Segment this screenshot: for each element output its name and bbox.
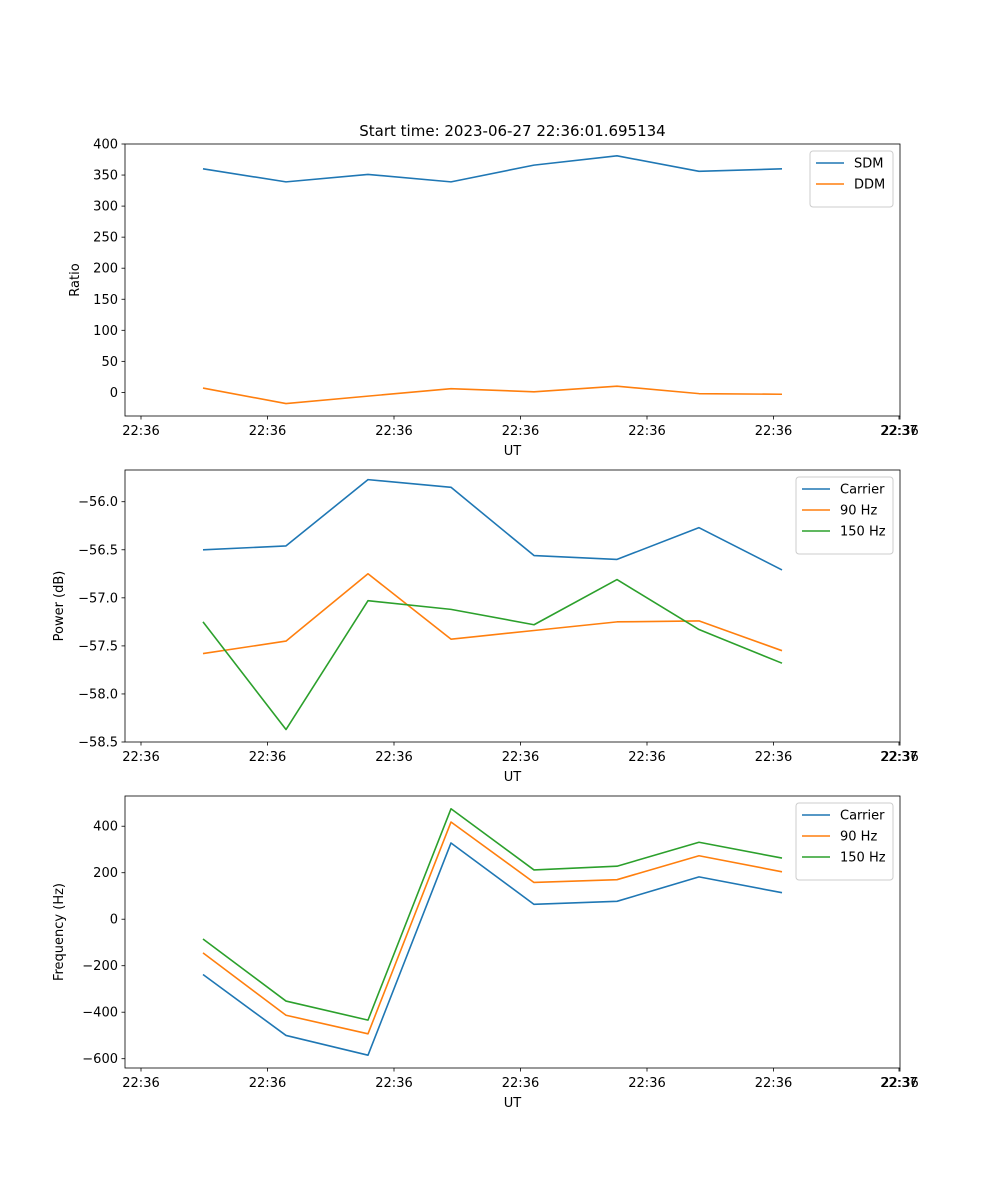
x-tick-label: 22:36 [755, 1076, 792, 1091]
x-tick-label: 22:36 [881, 424, 918, 439]
legend-label: 90 Hz [840, 504, 877, 519]
x-tick-label: 22:36 [375, 750, 412, 765]
y-tick-label: 100 [93, 324, 118, 339]
x-tick-label: 22:37 [880, 424, 917, 439]
x-tick-label: 22:37 [880, 750, 917, 765]
legend: Carrier 90 Hz 150 Hz [795, 476, 894, 555]
x-tick-label: 22:36 [628, 1076, 665, 1091]
axes-frame [124, 795, 901, 1069]
series-line-sdm [202, 155, 783, 183]
x-tick-label: 22:36 [502, 750, 539, 765]
x-tick-label: 22:36 [628, 750, 665, 765]
x-tick-label: 22:36 [755, 750, 792, 765]
x-tick-label: 22:36 [122, 1076, 159, 1091]
legend-label: SDM [854, 157, 883, 172]
x-tick-label: 22:36 [249, 750, 286, 765]
legend-label: 150 Hz [840, 851, 886, 866]
y-tick-label: −57.0 [78, 591, 118, 606]
y-tick-label: 400 [93, 138, 118, 153]
panel-2: −58.5 −58.0 −57.5 −57.0 −56.5 −56.0 22:36 22:36… [52, 469, 919, 785]
legend-label: Carrier [840, 809, 885, 824]
legend-frame [809, 150, 894, 208]
x-tick-label: 22:37 [880, 1076, 917, 1091]
y-tick-label: 200 [93, 262, 118, 277]
y-tick-label: 150 [93, 293, 118, 308]
y-tick-label: −56.0 [78, 495, 118, 510]
y-tick-label: −600 [82, 1052, 118, 1067]
y-tick-label: −56.5 [78, 543, 118, 558]
legend-label: 150 Hz [840, 525, 886, 540]
x-axis-label: UT [504, 1096, 522, 1111]
y-tick-label: 200 [93, 866, 118, 881]
x-tick-label: 22:36 [881, 1076, 918, 1091]
series-line-90-hz [202, 821, 783, 1035]
x-tick-label: 22:36 [122, 424, 159, 439]
y-tick-label: −58.0 [78, 687, 118, 702]
series-line-90-hz [202, 572, 783, 655]
x-tick-label: 22:36 [502, 1076, 539, 1091]
y-axis-label: Power (dB) [52, 571, 67, 642]
x-tick-label: 22:36 [881, 750, 918, 765]
x-tick-label: 22:36 [249, 1076, 286, 1091]
y-tick-label: −57.5 [78, 639, 118, 654]
legend-label: DDM [854, 178, 885, 193]
x-tick-label: 22:36 [755, 424, 792, 439]
x-tick-label: 22:36 [628, 424, 665, 439]
chart-title: Start time: 2023-06-27 22:36:01.695134 [359, 122, 665, 140]
y-tick-label: 0 [110, 386, 118, 401]
series-line-carrier [202, 842, 783, 1057]
x-tick-label: 22:36 [122, 750, 159, 765]
series-line-carrier [202, 478, 783, 571]
series-line-150-hz [202, 807, 783, 1021]
legend-frame [795, 802, 894, 881]
axes-frame [124, 143, 901, 417]
x-axis-label: UT [504, 444, 522, 459]
y-tick-label: −58.5 [78, 736, 118, 751]
legend: SDM DDM [809, 150, 894, 208]
x-axis-label: UT [504, 770, 522, 785]
y-tick-label: 0 [110, 913, 118, 928]
legend: Carrier 90 Hz 150 Hz [795, 802, 894, 881]
y-tick-label: 400 [93, 820, 118, 835]
y-axis-label: Frequency (Hz) [52, 883, 67, 981]
x-tick-label: 22:36 [502, 424, 539, 439]
series-line-ddm [202, 385, 783, 405]
legend-label: 90 Hz [840, 830, 877, 845]
y-tick-label: −400 [82, 1006, 118, 1021]
y-tick-label: 50 [101, 355, 118, 370]
series-line-150-hz [202, 578, 783, 731]
legend-label: Carrier [840, 483, 885, 498]
legend-frame [795, 476, 894, 555]
x-tick-label: 22:36 [249, 424, 286, 439]
x-tick-label: 22:36 [375, 424, 412, 439]
y-tick-label: −200 [82, 959, 118, 974]
x-tick-label: 22:36 [375, 1076, 412, 1091]
y-tick-label: 300 [93, 200, 118, 215]
y-tick-label: 250 [93, 231, 118, 246]
y-axis-label: Ratio [68, 263, 83, 296]
y-tick-label: 350 [93, 169, 118, 184]
axes-frame [124, 469, 901, 743]
